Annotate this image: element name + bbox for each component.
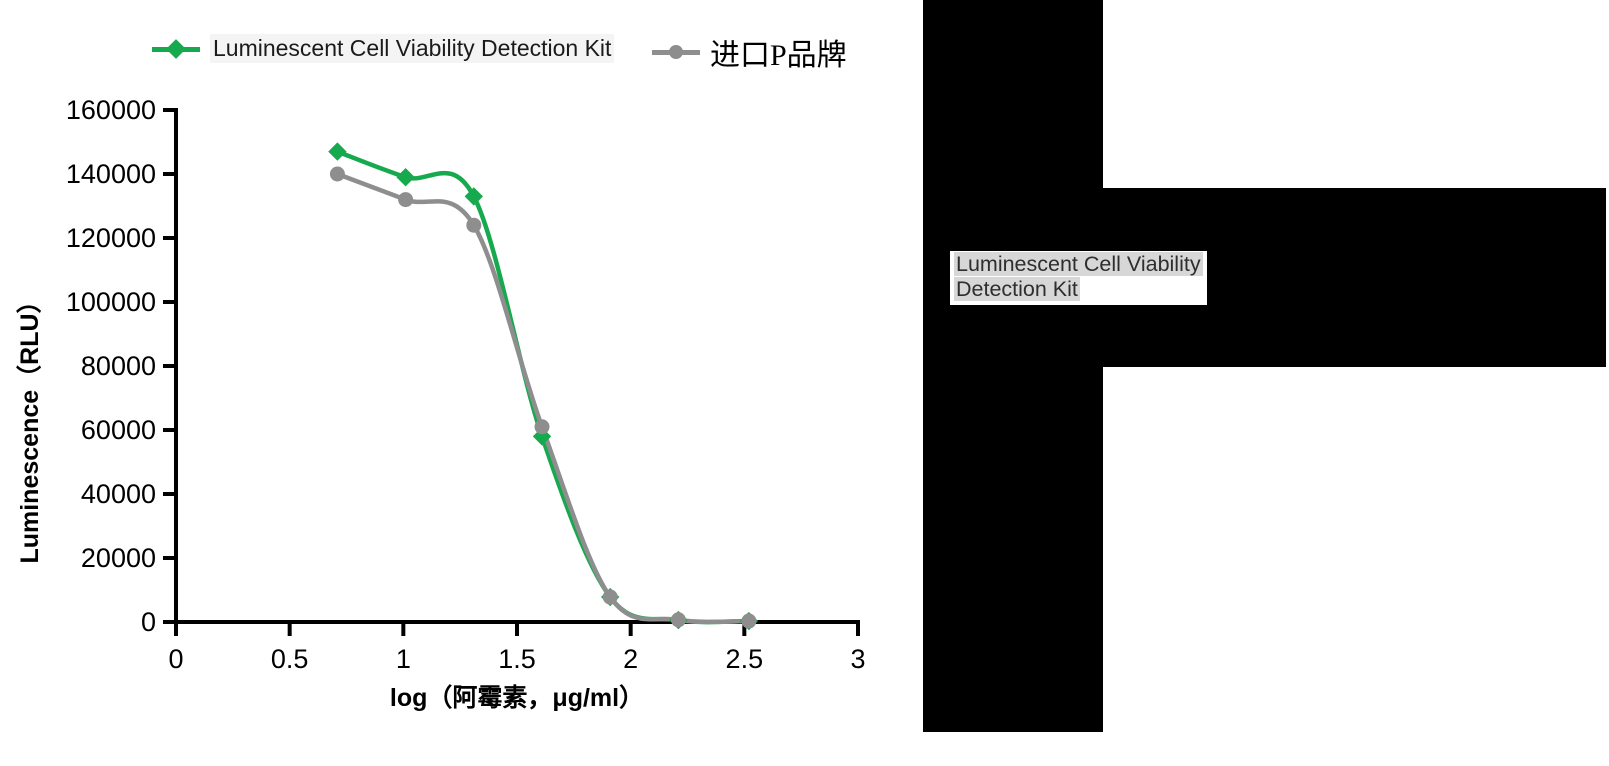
legend-label-brand: 进口P品牌 [710, 39, 847, 72]
circle-marker-icon [669, 45, 683, 59]
y-tick-label: 120000 [66, 223, 156, 253]
data-point-diamond [396, 168, 415, 187]
data-point-diamond [328, 142, 347, 161]
dose-response-chart: 0 20000 40000 60000 80000 100000 120000 140000 1… [15, 95, 866, 712]
chart-legend: Luminescent Cell Viability Detection Kit… [0, 30, 900, 74]
x-tick-label: 1 [396, 644, 411, 674]
data-point-circle [602, 589, 618, 605]
data-point-diamond [464, 187, 483, 206]
y-tick-label: 140000 [66, 159, 156, 189]
legend-label-kit: Luminescent Cell Viability Detection Kit [210, 34, 615, 63]
y-tick-label: 40000 [81, 479, 156, 509]
x-tick-label: 3 [850, 644, 865, 674]
y-axis-label: Luminescence（RLU） [15, 288, 44, 563]
data-point-circle [329, 166, 345, 182]
legend-item-kit: Luminescent Cell Viability Detection Kit [152, 34, 615, 63]
x-tick-label: 2.5 [726, 644, 764, 674]
x-tick-label: 1.5 [498, 644, 536, 674]
product-label-line1: Luminescent Cell Viability [954, 252, 1203, 276]
legend-item-brand: 进口P品牌 [652, 30, 847, 74]
legend-swatch-kit [152, 38, 200, 59]
black-vertical-bar [923, 0, 1103, 732]
y-tick-label: 160000 [66, 95, 156, 125]
legend-swatch-brand [652, 43, 700, 61]
y-tick-label: 20000 [81, 543, 156, 573]
y-tick-label: 60000 [81, 415, 156, 445]
x-tick-label: 0.5 [271, 644, 309, 674]
x-axis-label: log（阿霉素，μg/ml） [390, 683, 644, 712]
data-point-circle [670, 612, 686, 628]
data-point-circle [534, 419, 550, 435]
data-point-circle [398, 192, 414, 208]
data-point-circle [741, 613, 757, 629]
series-line-1 [335, 171, 752, 625]
data-point-circle [466, 217, 482, 233]
product-label-line2: Detection Kit [954, 277, 1080, 301]
y-tick-label: 100000 [66, 287, 156, 317]
y-tick-label: 80000 [81, 351, 156, 381]
y-tick-label: 0 [141, 607, 156, 637]
product-label-box: Luminescent Cell Viability Detection Kit [950, 251, 1207, 305]
diamond-marker-icon [166, 38, 186, 59]
series-line-0 [335, 149, 752, 625]
x-tick-label: 2 [623, 644, 638, 674]
x-tick-label: 0 [168, 644, 183, 674]
